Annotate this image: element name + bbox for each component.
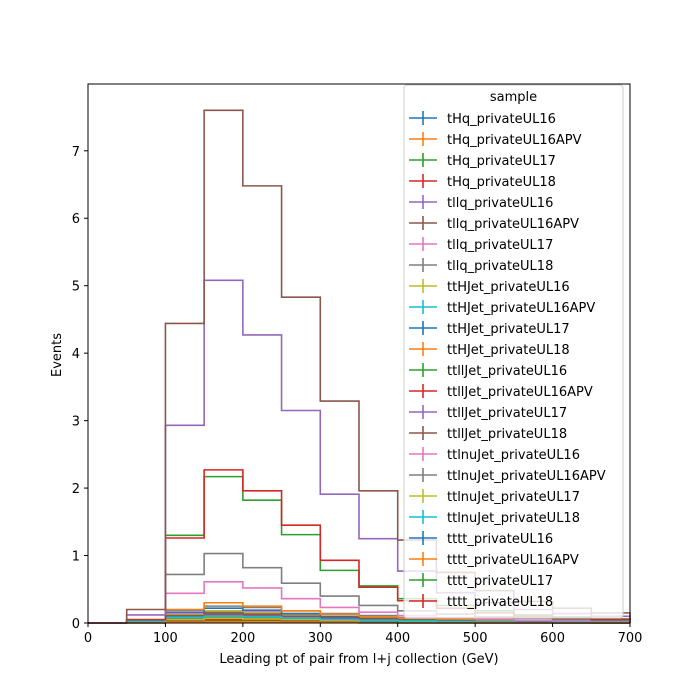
legend-entry: tHq_privateUL16APV [409, 132, 582, 148]
legend-entry: ttlnuJet_privateUL16APV [409, 468, 606, 484]
legend-title: sample [490, 90, 537, 105]
legend-entry: ttlnuJet_privateUL16 [409, 447, 580, 463]
legend: sample tHq_privateUL16 tHq_privateUL16APVt… [403, 84, 624, 619]
legend-entry: tHq_privateUL16 [409, 111, 556, 127]
legend-entry: ttllJet_privateUL16APV [409, 384, 593, 400]
legend-label: ttHJet_privateUL17 [447, 322, 570, 337]
legend-label: tHq_privateUL16 [447, 112, 556, 127]
legend-entry: tttt_privateUL16APV [409, 552, 579, 568]
legend-entry: tttt_privateUL18 [409, 594, 553, 610]
legend-entry: tttt_privateUL17 [409, 573, 553, 589]
y-tick-label: 1 [72, 550, 80, 565]
x-tick-label: 600 [540, 631, 565, 646]
y-tick-label: 2 [72, 482, 80, 497]
legend-label: tttt_privateUL18 [447, 595, 553, 610]
x-axis-ticks: 0 100 200 300 400 500 600 700 [84, 623, 643, 646]
legend-entry: tttt_privateUL16 [409, 531, 553, 547]
x-axis-label: Leading pt of pair from l+j collection (… [219, 652, 498, 667]
y-tick-label: 6 [72, 212, 80, 227]
legend-entry: tHq_privateUL18 [409, 174, 556, 190]
legend-entry: ttHJet_privateUL17 [409, 321, 570, 337]
legend-label: tHq_privateUL16APV [447, 133, 582, 148]
legend-entry: tllq_privateUL16 [409, 195, 553, 211]
legend-label: tttt_privateUL16APV [447, 553, 579, 568]
legend-label: ttlnuJet_privateUL18 [447, 511, 580, 526]
legend-entry: ttllJet_privateUL18 [409, 426, 567, 442]
legend-entry: ttlnuJet_privateUL17 [409, 489, 580, 505]
legend-box [403, 84, 624, 619]
x-tick-label: 200 [230, 631, 255, 646]
legend-entry: tllq_privateUL17 [409, 237, 553, 253]
legend-entry: ttllJet_privateUL17 [409, 405, 567, 421]
y-tick-label: 0 [72, 617, 80, 632]
legend-label: ttHJet_privateUL18 [447, 343, 570, 358]
legend-label: tHq_privateUL18 [447, 175, 556, 190]
legend-label: ttlnuJet_privateUL16APV [447, 469, 606, 484]
legend-label: tttt_privateUL17 [447, 574, 553, 589]
x-tick-label: 300 [308, 631, 333, 646]
legend-label: ttHJet_privateUL16 [447, 280, 570, 295]
legend-label: ttlnuJet_privateUL17 [447, 490, 580, 505]
legend-entry: ttllJet_privateUL16 [409, 363, 567, 379]
y-axis-ticks: 0 1 2 3 4 5 6 7 [72, 145, 88, 632]
legend-label: tttt_privateUL16 [447, 532, 553, 547]
series-step-line-16 [88, 581, 631, 624]
legend-label: tHq_privateUL17 [447, 154, 556, 169]
x-tick-label: 100 [153, 631, 178, 646]
legend-label: tllq_privateUL18 [447, 259, 553, 274]
x-tick-label: 0 [84, 631, 92, 646]
x-tick-label: 700 [618, 631, 643, 646]
legend-entry: tllq_privateUL18 [409, 258, 553, 274]
legend-label: tllq_privateUL16APV [447, 217, 579, 232]
legend-entry: ttHJet_privateUL18 [409, 342, 570, 358]
legend-label: ttllJet_privateUL17 [447, 406, 567, 421]
legend-entry: tHq_privateUL17 [409, 153, 556, 169]
legend-entry: tllq_privateUL16APV [409, 216, 579, 232]
legend-entry: ttlnuJet_privateUL18 [409, 510, 580, 526]
legend-label: ttHJet_privateUL16APV [447, 301, 595, 316]
legend-label: ttllJet_privateUL16 [447, 364, 567, 379]
legend-label: tllq_privateUL16 [447, 196, 553, 211]
y-axis-label: Events [50, 333, 65, 377]
y-tick-label: 7 [72, 145, 80, 160]
y-tick-label: 3 [72, 415, 80, 430]
x-tick-label: 400 [385, 631, 410, 646]
legend-entry: ttHJet_privateUL16 [409, 279, 570, 295]
legend-label: ttllJet_privateUL16APV [447, 385, 593, 400]
y-tick-label: 4 [72, 347, 80, 362]
x-tick-label: 500 [463, 631, 488, 646]
legend-label: ttlnuJet_privateUL16 [447, 448, 580, 463]
y-tick-label: 5 [72, 280, 80, 295]
legend-entry: ttHJet_privateUL16APV [409, 300, 595, 316]
legend-label: tllq_privateUL17 [447, 238, 553, 253]
legend-label: ttllJet_privateUL18 [447, 427, 567, 442]
